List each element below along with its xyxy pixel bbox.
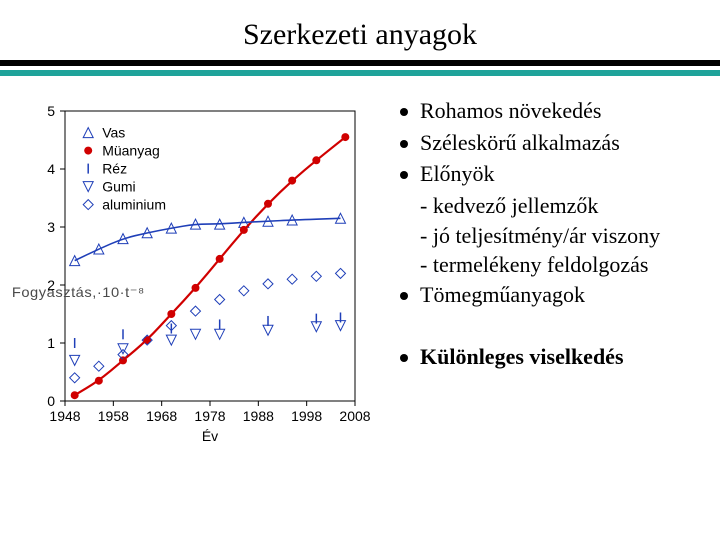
bullet-gap [400, 312, 690, 342]
bullet-item: Széleskörű alkalmazás [400, 128, 690, 158]
chart-container: 0123451948195819681978198819982008ÉvVasM… [15, 96, 385, 476]
divider-black [0, 60, 720, 66]
bullet-icon [400, 354, 408, 362]
bullet-item: Különleges viselkedés [400, 342, 690, 372]
svg-text:1948: 1948 [49, 408, 80, 424]
svg-text:Vas: Vas [102, 125, 125, 141]
svg-text:Gumi: Gumi [102, 179, 135, 195]
svg-text:2008: 2008 [339, 408, 370, 424]
svg-text:1958: 1958 [98, 408, 129, 424]
bullet-icon [400, 140, 408, 148]
svg-text:5: 5 [47, 103, 55, 119]
slide-title: Szerkezeti anyagok [0, 0, 720, 60]
svg-text:Réz: Réz [102, 161, 127, 177]
bullet-icon [400, 292, 408, 300]
bullet-text: Rohamos növekedés [420, 96, 601, 126]
bullet-subtext: - kedvező jellemzők [420, 191, 690, 221]
svg-text:0: 0 [47, 393, 55, 409]
bullet-text: Előnyök [420, 159, 495, 189]
bullet-icon [400, 108, 408, 116]
svg-text:1968: 1968 [146, 408, 177, 424]
bullet-text: Különleges viselkedés [420, 342, 624, 372]
bullet-icon [400, 171, 408, 179]
bullet-list: Rohamos növekedés Széleskörű alkalmazás … [385, 96, 690, 476]
bullet-text: Széleskörű alkalmazás [420, 128, 620, 158]
bullet-text: Tömegműanyagok [420, 280, 585, 310]
svg-text:1978: 1978 [194, 408, 225, 424]
svg-text:1988: 1988 [243, 408, 274, 424]
bullet-item: Rohamos növekedés [400, 96, 690, 126]
bullet-item: Előnyök [400, 159, 690, 189]
svg-text:Év: Év [202, 428, 218, 444]
svg-text:aluminium: aluminium [102, 197, 166, 213]
svg-text:1: 1 [47, 335, 55, 351]
svg-text:Müanyag: Müanyag [102, 143, 160, 159]
svg-text:3: 3 [47, 219, 55, 235]
bullet-item: Tömegműanyagok [400, 280, 690, 310]
svg-text:1998: 1998 [291, 408, 322, 424]
divider-bar [0, 60, 720, 76]
y-axis-watermark: Fogyasztás,·10·t⁻⁸ [12, 284, 145, 301]
bullet-subtext: - jó teljesítmény/ár viszony [420, 221, 690, 251]
bullet-subtext: - termelékeny feldolgozás [420, 250, 690, 280]
line-chart: 0123451948195819681978198819982008ÉvVasM… [15, 96, 385, 446]
svg-text:4: 4 [47, 161, 55, 177]
